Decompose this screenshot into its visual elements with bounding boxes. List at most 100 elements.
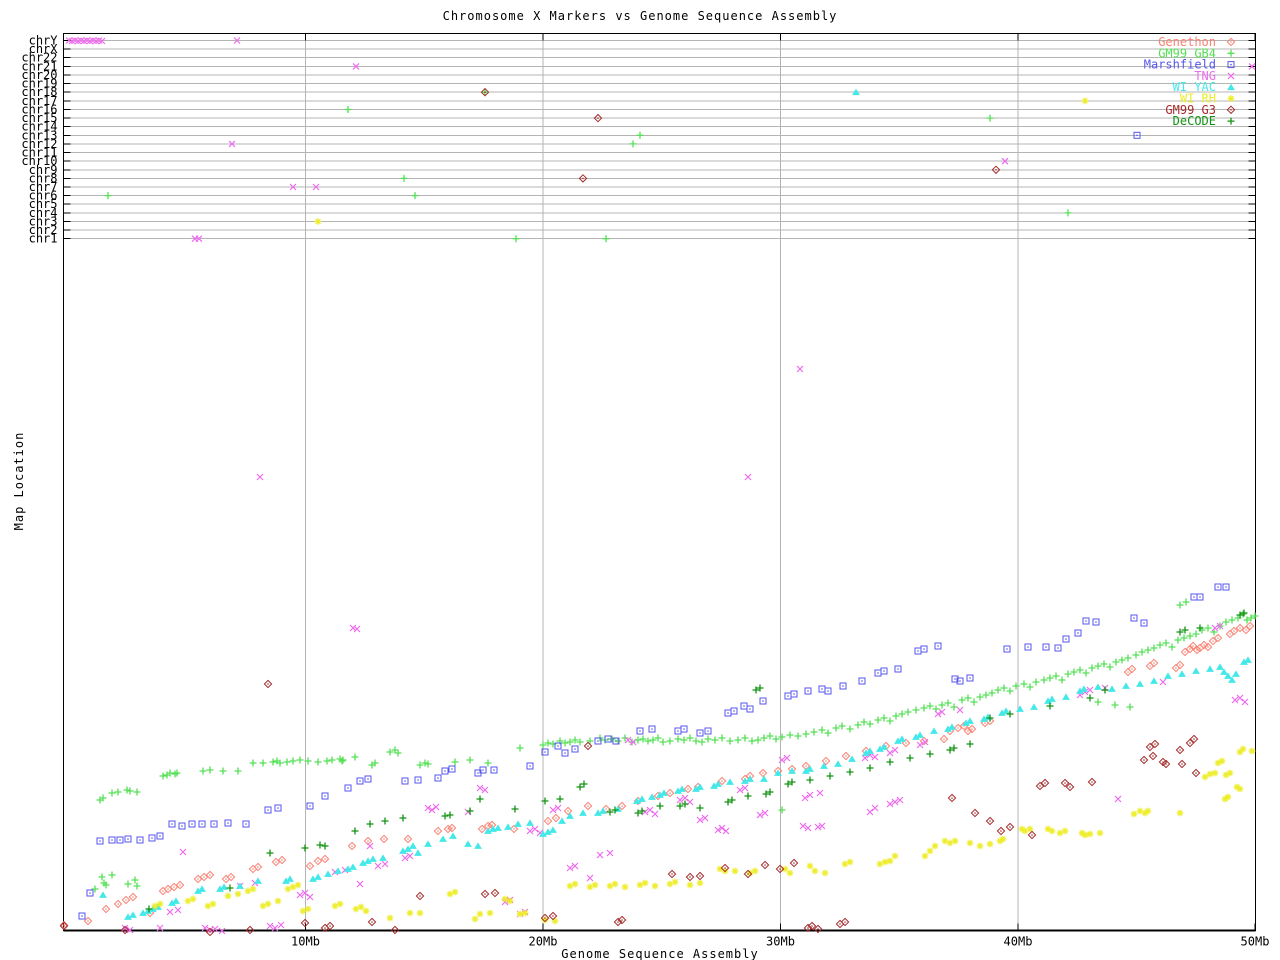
data-point-marshfield-dot [444,770,446,772]
data-point-gm99-gb4 [602,235,610,243]
data-point-gm99-gb4 [824,729,832,737]
data-point-tng [804,824,812,832]
data-point-tng [549,806,557,814]
data-point-genethon [683,784,693,794]
data-point-genethon [121,895,131,905]
data-point-wi-yac [678,785,686,792]
data-point-genethon [128,892,138,902]
chromosome-row-label: chr3 [29,215,58,229]
data-point-genethon [1229,626,1239,636]
data-point-genethon-dot [669,792,671,794]
data-point-decode [846,768,854,776]
data-point-marshfield [78,912,86,920]
data-point-gm99-gb4 [1111,701,1119,709]
data-point-marshfield [86,889,94,897]
data-point-wi-yac [369,855,377,862]
data-point-gm99-gb4 [1112,658,1120,666]
data-point-gm99-g3-dot [329,925,331,927]
data-point-gm99-g3 [1060,778,1070,788]
data-point-gm99-g3 [985,816,995,826]
chromosome-row-label: chr21 [21,59,57,73]
data-point-wi-rh [881,858,889,866]
data-point-gm99-gb4 [99,794,107,802]
chart-title: Chromosome X Markers vs Genome Sequence … [442,9,838,23]
data-point-gm99-gb4 [1182,598,1190,606]
data-point-decode [1236,611,1244,619]
data-point-marshfield-dot [877,672,879,674]
data-point-tng [596,851,604,859]
data-point-decode [466,807,474,815]
data-point-marshfield [804,687,812,695]
data-point-gm99-gb4 [124,880,132,888]
data-point-marshfield-dot [544,751,546,753]
data-point-gm99-g3 [789,858,799,868]
data-point-gm99-g3 [685,872,695,882]
data-point-marshfield [730,707,738,715]
data-point-genethon-dot [125,899,127,901]
data-point-marshfield-dot [309,805,311,807]
data-point-wi-yac [1224,672,1232,679]
data-point-marshfield-dot [574,748,576,750]
data-point-genethon [205,870,215,880]
data-point-genethon [665,788,675,798]
data-point-marshfield [156,832,164,840]
data-point-gm99-g3-dot [1165,763,1167,765]
data-point-wi-yac [898,735,906,742]
data-point-tng [432,803,440,811]
data-point-wi-rh [541,916,549,924]
data-point-gm99-gb4 [289,757,297,765]
legend-marker-diamond-icon-dot [1230,109,1232,111]
data-point-genethon [477,824,487,834]
data-point-tng [356,880,364,888]
data-point-gm99-g3-dot [951,797,953,799]
data-point-wi-rh [846,858,854,866]
data-point-wi-yac [414,849,422,856]
data-point-decode [399,814,407,822]
data-point-wi-yac [648,793,656,800]
data-point-genethon [543,816,553,826]
data-point-gm99-g3 [583,741,593,751]
chromosome-row-label: chr15 [21,111,57,125]
data-point-genethon-dot [1149,665,1151,667]
data-point-tng [871,804,879,812]
data-point-genethon [199,872,209,882]
legend-marker-plus-icon [1227,49,1235,57]
data-point-genethon-dot [1127,671,1129,673]
data-point-genethon [175,880,185,890]
data-point-gm99-gb4 [391,746,399,754]
data-point-marshfield [1003,645,1011,653]
data-point-marshfield-dot [367,778,369,780]
data-point-genethon-dot [1233,630,1235,632]
data-point-marshfield [594,737,602,745]
data-point-gm99-gb4 [104,192,112,200]
data-point-wi-rh [1096,829,1104,837]
data-point-wi-rh [696,879,704,887]
data-point-gm99-g3 [760,860,770,870]
data-point-marshfield [1214,583,1222,591]
data-point-genethon [1203,642,1213,652]
data-point-wi-rh [1222,771,1230,779]
data-point-gm99-gb4 [234,767,242,775]
data-point-marshfield [108,836,116,844]
data-point-gm99-gb4 [276,759,284,767]
data-point-wi-rh [731,867,739,875]
data-point-gm99-gb4 [698,738,706,746]
data-point-wi-rh [362,907,370,915]
legend-marker-cross-icon [1227,72,1235,80]
data-point-wi-rh [234,890,242,898]
data-point-wi-rh [999,835,1007,843]
data-point-genethon [313,856,323,866]
data-point-gm99-g3-dot [1193,738,1195,740]
data-point-genethon [113,899,123,909]
data-point-tng [938,708,946,716]
data-point-wi-rh [151,902,159,910]
chromosome-row-label: chr17 [21,94,57,108]
data-point-gm99-g3-dot [1000,830,1002,832]
data-point-tng [651,810,659,818]
legend-marker-square-icon [1227,61,1235,69]
data-point-wi-yac [526,819,534,826]
data-point-gm99-gb4 [123,786,131,794]
data-point-wi-yac [594,809,602,816]
data-point-wi-rh [1078,829,1086,837]
data-point-wi-rh [636,881,644,889]
